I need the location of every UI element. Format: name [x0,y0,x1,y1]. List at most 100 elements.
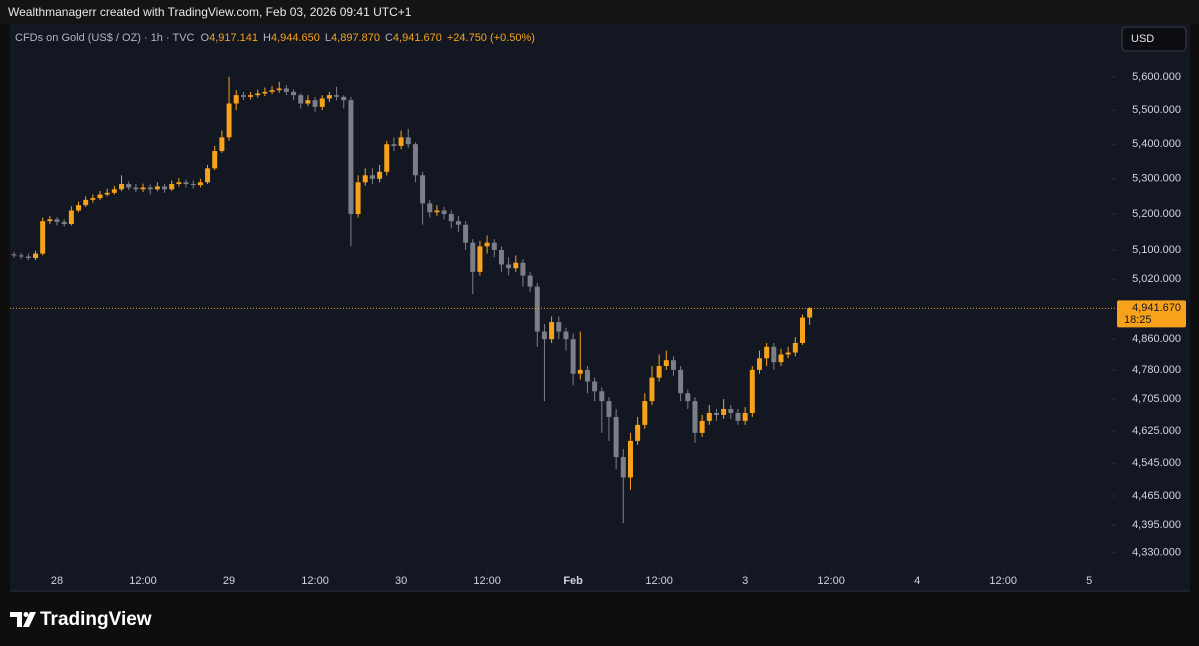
candle-body [735,412,741,421]
candle-body [341,96,347,101]
candle-body [771,346,777,363]
last-price-box [1117,300,1186,328]
candle-body [119,184,125,190]
candle-body [484,242,490,247]
candle-body [162,186,168,190]
candle-body [649,377,655,402]
candle-body [792,342,798,353]
candle-body [420,175,426,204]
candle-body [434,210,440,213]
candle-body [728,408,734,413]
candle-body [513,262,519,269]
y-tick-label: 4,705.000 [1132,393,1181,405]
change: +24.750 (+0.50%) [447,32,535,44]
x-tick-label: 12:00 [645,575,673,587]
candle-body [33,253,39,258]
y-tick-label: 5,100.000 [1132,244,1181,256]
candle-body [713,412,719,415]
candle-body [233,95,239,104]
candle-body [391,144,397,146]
legend: CFDs on Gold (US$ / OZ) · 1h · TVC O4,917… [15,32,535,44]
candle-body [226,103,232,138]
y-tick-label: 4,330.000 [1132,547,1181,559]
candle-body [140,187,146,190]
candle-body [592,381,598,392]
y-tick-label: 4,465.000 [1132,490,1181,502]
candle-body [448,214,454,222]
y-tick-label: 5,200.000 [1132,208,1181,220]
candle-body [577,369,583,374]
candle-body [613,416,619,458]
candle-body [154,186,160,190]
candle-body [312,100,318,107]
candle-body [298,95,304,104]
chart-panel [10,24,1190,592]
candle-body [147,187,153,190]
candle-body [133,187,139,190]
currency: USD [1131,33,1154,45]
x-tick-label: 29 [223,575,235,587]
candle-body [68,210,74,225]
candle-body [25,256,31,258]
x-tick-label: 5 [1086,575,1092,587]
candle-body [334,95,340,97]
candle-body [40,221,46,254]
ohlc-value: 4,941.670 [393,32,442,44]
attribution: Wealthmanagerr created with TradingView.… [8,5,412,19]
candle-body [183,182,189,185]
candle-body [706,412,712,421]
candle-body [255,93,261,96]
candle-body [778,354,784,363]
candle-body [749,369,755,413]
candle-body [83,199,89,206]
candle-body [642,401,648,425]
y-tick-label: 5,400.000 [1132,138,1181,150]
candle-body [807,308,813,318]
candle-body [549,322,555,340]
candle-body [326,95,332,99]
y-tick-label: 4,860.000 [1132,333,1181,345]
candle-body [606,401,612,417]
x-tick-label: 3 [742,575,748,587]
candle-body [18,255,24,257]
candle-body [269,90,275,92]
candle-body [54,219,60,222]
candle-body [427,203,433,213]
candle-body [291,91,297,96]
candle-body [398,137,404,146]
x-tick-label: 12:00 [129,575,157,587]
candle-body [742,412,748,421]
candle-body [599,391,605,402]
currency-box [1121,26,1187,52]
ohlc-value: 4,897.870 [331,32,380,44]
x-tick-label: 28 [51,575,63,587]
candle-body [520,262,526,276]
y-tick-label: 5,300.000 [1132,173,1181,185]
last-price-label: 4,941.670 [1132,302,1181,314]
candle-body [534,286,540,332]
candle-body [190,184,196,186]
y-tick-label: 5,600.000 [1132,71,1181,83]
candle-body [756,358,762,370]
candle-body [11,254,17,256]
candle-body [491,242,497,250]
candle-body [205,168,211,183]
x-tick-label: 12:00 [989,575,1017,587]
candle-body [405,137,411,145]
ohlc-value: 4,917.141 [209,32,258,44]
candle-body [692,401,698,433]
ohlc-key: C [385,32,393,44]
candle-body [570,339,576,374]
candle-body [362,175,368,183]
x-tick-label: 12:00 [473,575,501,587]
candle-body [176,182,182,185]
candle-body [126,184,132,188]
x-tick-label: 4 [914,575,920,587]
y-tick-label: 5,020.000 [1132,273,1181,285]
candle-body [169,184,175,190]
candle-body [556,322,562,332]
y-tick-label: 4,780.000 [1132,364,1181,376]
candle-body [584,369,590,382]
